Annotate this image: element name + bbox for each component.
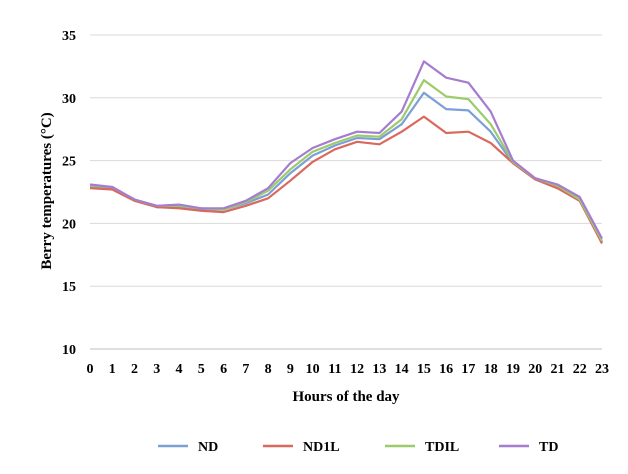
x-tick-label: 14 bbox=[395, 362, 409, 377]
y-tick-label: 10 bbox=[62, 343, 76, 358]
x-tick-label: 15 bbox=[417, 362, 431, 377]
legend-label-nd1l: ND1L bbox=[303, 440, 340, 455]
series-lines bbox=[89, 60, 603, 245]
y-tick-label: 30 bbox=[62, 92, 76, 107]
x-tick-labels: 0 1 2 3 4 5 6 7 8 9 10 11 12 13 14 15 16 17 18 19 20 21 22 23 bbox=[87, 362, 610, 377]
x-tick-label: 11 bbox=[328, 362, 341, 377]
x-tick-label: 8 bbox=[265, 362, 272, 377]
gridlines bbox=[90, 34, 602, 287]
x-tick-label: 20 bbox=[528, 362, 542, 377]
y-tick-label: 35 bbox=[62, 29, 76, 44]
x-tick-label: 23 bbox=[595, 362, 609, 377]
y-tick-label: 20 bbox=[62, 217, 76, 232]
y-tick-labels: 10 15 20 25 30 35 bbox=[62, 29, 76, 358]
x-tick-label: 21 bbox=[550, 362, 564, 377]
x-tick-label: 1 bbox=[109, 362, 116, 377]
series-line-nd bbox=[89, 91, 603, 243]
x-tick-label: 2 bbox=[131, 362, 138, 377]
x-tick-label: 13 bbox=[372, 362, 386, 377]
x-tick-label: 7 bbox=[242, 362, 249, 377]
x-tick-label: 3 bbox=[153, 362, 160, 377]
x-tick-label: 4 bbox=[176, 362, 183, 377]
x-tick-label: 17 bbox=[461, 362, 475, 377]
y-axis-title: Berry temperatures (°C) bbox=[39, 112, 55, 269]
x-tick-label: 10 bbox=[306, 362, 320, 377]
legend: ND ND1L TDIL TD bbox=[158, 440, 558, 455]
y-tick-label: 25 bbox=[62, 155, 76, 170]
x-tick-label: 9 bbox=[287, 362, 294, 377]
x-tick-label: 12 bbox=[350, 362, 364, 377]
x-tick-label: 0 bbox=[87, 362, 94, 377]
x-tick-label: 5 bbox=[198, 362, 205, 377]
x-tick-label: 6 bbox=[220, 362, 227, 377]
legend-label-tdil: TDIL bbox=[425, 440, 459, 455]
series-line-td bbox=[89, 60, 603, 240]
x-tick-label: 19 bbox=[506, 362, 520, 377]
x-tick-label: 22 bbox=[573, 362, 587, 377]
legend-label-nd: ND bbox=[198, 440, 218, 455]
x-axis-title: Hours of the day bbox=[292, 389, 400, 405]
y-tick-label: 15 bbox=[62, 280, 76, 295]
x-tick-label: 16 bbox=[439, 362, 453, 377]
x-tick-label: 18 bbox=[484, 362, 498, 377]
legend-label-td: TD bbox=[539, 440, 558, 455]
